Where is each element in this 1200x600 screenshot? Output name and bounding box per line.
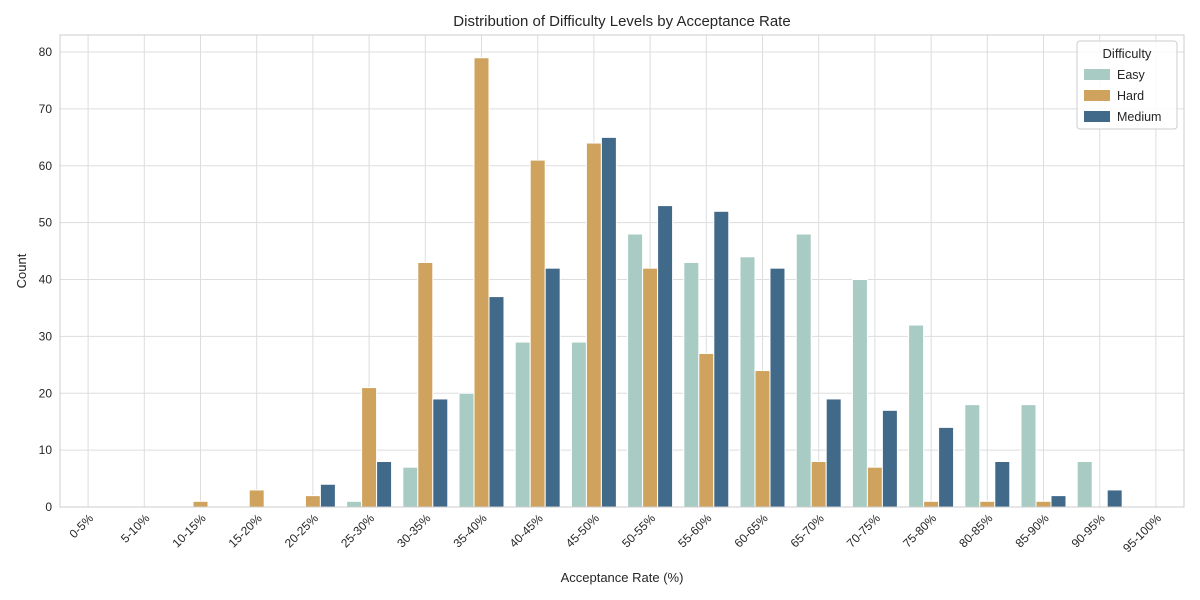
bar-hard-75-80pct [923, 500, 940, 508]
x-tick-label: 70-75% [844, 511, 883, 550]
bar-medium-50-55pct [657, 205, 674, 508]
x-tick-label: 55-60% [675, 511, 714, 550]
bar-easy-25-30pct [346, 500, 363, 508]
y-tick-label: 60 [39, 159, 53, 173]
bar-medium-80-85pct [994, 461, 1011, 508]
x-tick-label: 10-15% [169, 511, 208, 550]
x-tick-label: 50-55% [619, 511, 658, 550]
axes-group [59, 34, 1185, 508]
bar-medium-70-75pct [881, 409, 898, 508]
legend-label-hard: Hard [1117, 89, 1144, 103]
bar-hard-45-50pct [585, 142, 602, 508]
bar-hard-15-20pct [248, 489, 265, 508]
x-tick-label: 75-80% [900, 511, 939, 550]
x-axis-label: Acceptance Rate (%) [561, 570, 684, 585]
x-tick-label: 80-85% [956, 511, 995, 550]
x-tick-label: 35-40% [450, 511, 489, 550]
legend-swatch-medium [1084, 111, 1110, 122]
legend-label-easy: Easy [1117, 68, 1146, 82]
bar-hard-85-90pct [1035, 500, 1052, 508]
bar-hard-65-70pct [810, 461, 827, 508]
bar-hard-60-65pct [754, 370, 771, 508]
bar-medium-25-30pct [376, 461, 393, 508]
x-tick-label: 30-35% [394, 511, 433, 550]
y-tick-label: 10 [39, 443, 53, 457]
bar-medium-20-25pct [319, 483, 336, 508]
bar-hard-40-45pct [529, 159, 546, 508]
bar-easy-75-80pct [908, 324, 925, 508]
legend-title: Difficulty [1103, 46, 1152, 61]
bar-hard-30-35pct [417, 261, 434, 508]
bar-hard-25-30pct [361, 387, 378, 508]
x-tick-label: 40-45% [507, 511, 546, 550]
bar-hard-10-15pct [192, 500, 209, 508]
bar-easy-55-60pct [683, 261, 700, 508]
bar-medium-90-95pct [1106, 489, 1123, 508]
bar-hard-55-60pct [698, 352, 715, 508]
bar-easy-50-55pct [627, 233, 644, 508]
bars-group [192, 57, 1123, 508]
x-tick-label: 90-95% [1069, 511, 1108, 550]
chart-title: Distribution of Difficulty Levels by Acc… [453, 13, 790, 30]
bar-medium-40-45pct [544, 267, 561, 508]
bar-hard-50-55pct [642, 267, 659, 508]
bar-easy-40-45pct [514, 341, 531, 508]
y-tick-label: 0 [45, 500, 52, 514]
bar-easy-70-75pct [851, 279, 868, 508]
bar-easy-90-95pct [1076, 461, 1093, 508]
bar-medium-75-80pct [938, 426, 955, 508]
x-tick-label: 45-50% [563, 511, 602, 550]
legend-swatch-hard [1084, 90, 1110, 101]
bar-medium-55-60pct [713, 210, 730, 508]
bar-hard-20-25pct [304, 495, 321, 508]
y-tick-labels: 0 10 20 30 40 50 60 70 80 [39, 45, 53, 514]
y-tick-label: 80 [39, 45, 53, 59]
y-axis-label: Count [14, 253, 29, 288]
y-tick-label: 40 [39, 273, 53, 287]
bar-medium-65-70pct [825, 398, 842, 508]
x-tick-label: 60-65% [731, 511, 770, 550]
x-tick-label: 85-90% [1012, 511, 1051, 550]
legend: Difficulty Easy Hard Medium [1076, 40, 1178, 130]
bar-easy-80-85pct [964, 404, 981, 508]
y-tick-label: 50 [39, 216, 53, 230]
bar-easy-85-90pct [1020, 404, 1037, 508]
bar-hard-80-85pct [979, 500, 996, 508]
x-tick-label: 65-70% [788, 511, 827, 550]
y-tick-label: 20 [39, 386, 53, 400]
x-tick-label: 0-5% [67, 511, 97, 541]
bar-easy-60-65pct [739, 256, 756, 508]
x-tick-label: 5-10% [118, 511, 153, 546]
bar-easy-45-50pct [570, 341, 587, 508]
bar-medium-85-90pct [1050, 495, 1067, 508]
bar-easy-30-35pct [402, 466, 419, 508]
bar-medium-60-65pct [769, 267, 786, 508]
bar-easy-65-70pct [795, 233, 812, 508]
legend-swatch-easy [1084, 69, 1110, 80]
legend-label-medium: Medium [1117, 110, 1161, 124]
gridlines [60, 35, 1184, 508]
legend-frame [1076, 40, 1178, 130]
x-tick-label: 25-30% [338, 511, 377, 550]
bar-medium-30-35pct [432, 398, 449, 508]
x-tick-label: 95-100% [1120, 511, 1164, 555]
x-tick-label: 15-20% [226, 511, 265, 550]
bar-easy-35-40pct [458, 392, 475, 508]
bar-hard-35-40pct [473, 57, 490, 508]
y-tick-label: 30 [39, 329, 53, 343]
bar-hard-70-75pct [866, 466, 883, 508]
x-tick-labels: 0-5% 5-10% 10-15% 15-20% 20-25% 25-30% 30-35% 3… [67, 511, 1165, 555]
bar-medium-35-40pct [488, 296, 505, 508]
bar-medium-45-50pct [600, 136, 617, 508]
x-tick-label: 20-25% [282, 511, 321, 550]
plot-frame [59, 34, 1185, 508]
y-tick-label: 70 [39, 102, 53, 116]
